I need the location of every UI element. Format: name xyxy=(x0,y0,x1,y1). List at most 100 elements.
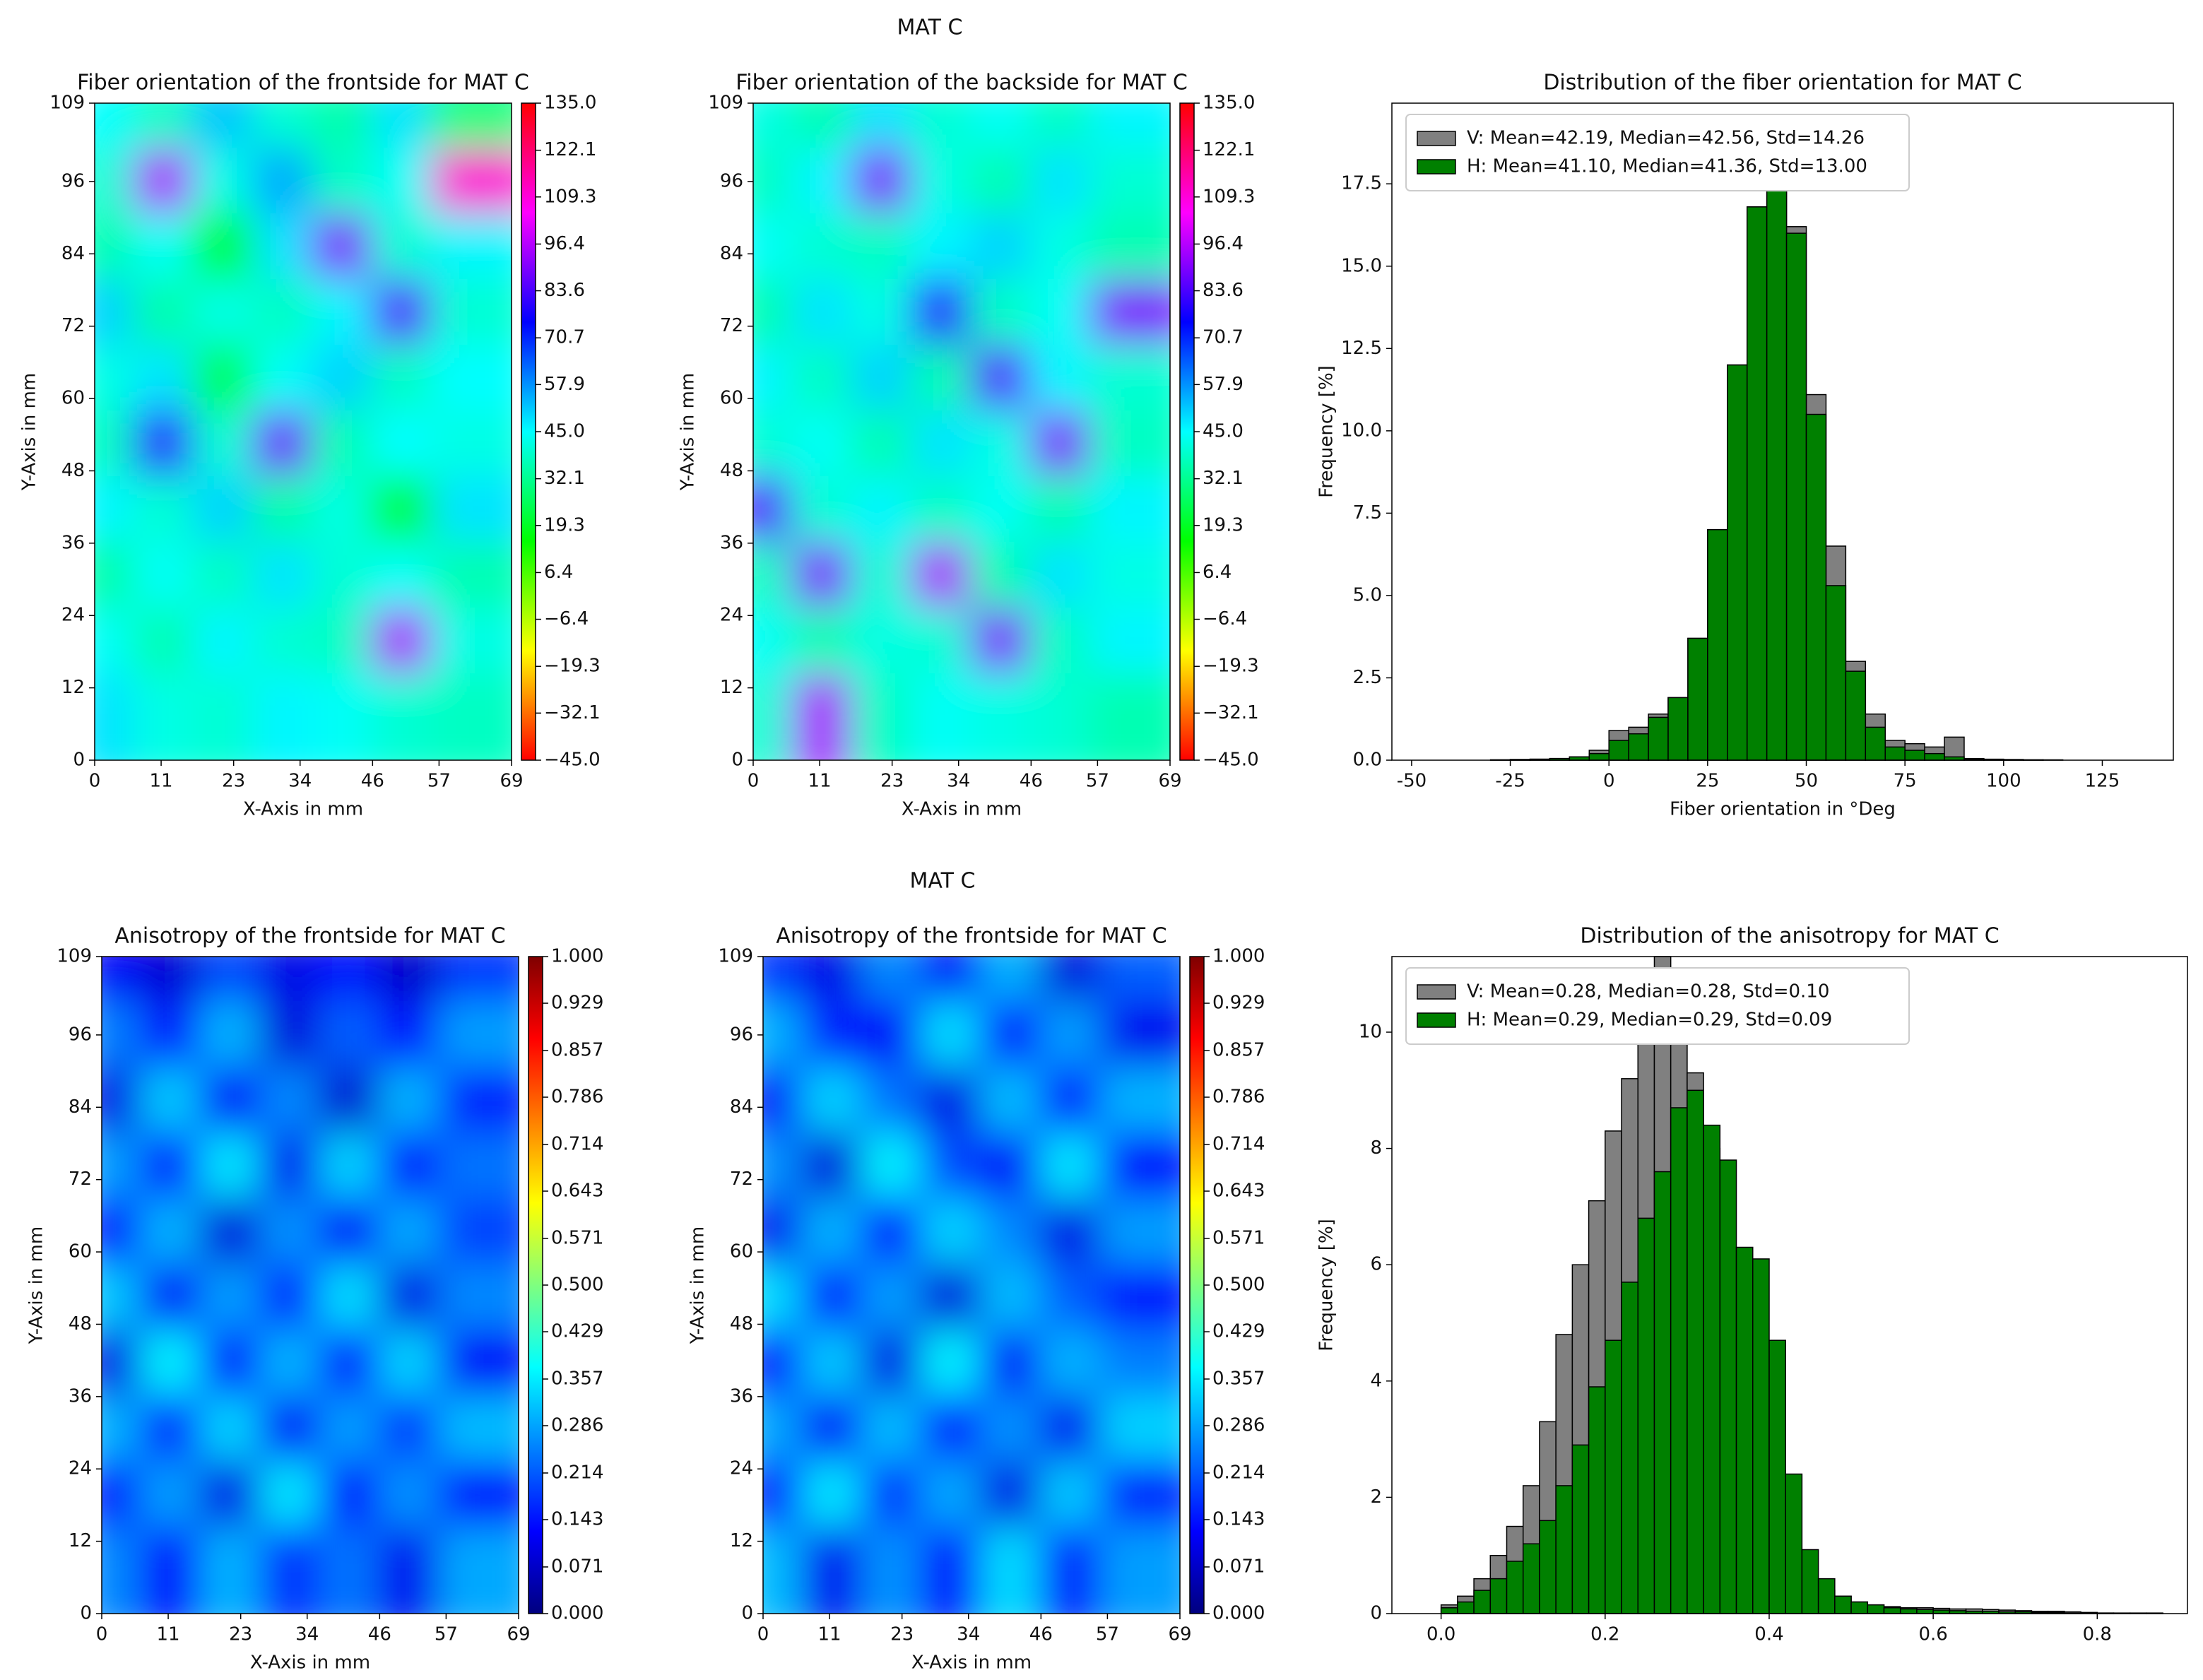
histogram-bar xyxy=(1687,1089,1704,1614)
y-tick-label: 84 xyxy=(730,1096,753,1118)
histogram-bar xyxy=(1571,1444,1590,1614)
colorbar-tick-label: 0.714 xyxy=(551,1133,603,1154)
plot-frame xyxy=(94,102,512,761)
histogram-bar xyxy=(1735,1246,1754,1614)
x-tick-label: 34 xyxy=(947,771,970,792)
x-tick-label: 0 xyxy=(89,771,101,792)
legend-swatch xyxy=(1417,984,1456,1000)
y-tick-label: 2 xyxy=(1370,1486,1382,1508)
colorbar-tick-label: 0.071 xyxy=(1212,1556,1265,1577)
x-tick-label: 46 xyxy=(368,1624,391,1645)
histogram-bar xyxy=(1506,1561,1524,1614)
colorbar xyxy=(1189,956,1205,1614)
x-tick-label: 23 xyxy=(222,771,245,792)
legend-label: H: Mean=0.29, Median=0.29, Std=0.09 xyxy=(1467,1010,1832,1031)
histogram-bar xyxy=(1707,528,1728,761)
x-tick-label: 0.8 xyxy=(2083,1624,2112,1645)
x-tick-label: 34 xyxy=(288,771,312,792)
colorbar-tick-label: 135.0 xyxy=(544,93,596,114)
y-tick-label: 24 xyxy=(730,1458,753,1479)
x-tick-label: 57 xyxy=(1096,1624,1119,1645)
colorbar-tick-label: 19.3 xyxy=(544,514,585,536)
chart-title: Fiber orientation of the backside for MA… xyxy=(736,71,1188,95)
heatmap-cell xyxy=(437,1527,519,1614)
y-tick-label: 84 xyxy=(61,243,85,264)
heatmap-cell xyxy=(430,673,512,760)
colorbar-tick-label: 0.000 xyxy=(1212,1603,1265,1624)
histogram-bar xyxy=(1489,1578,1508,1614)
colorbar-tick-label: 0.500 xyxy=(1212,1274,1265,1296)
legend-label: V: Mean=42.19, Median=42.56, Std=14.26 xyxy=(1467,128,1865,149)
y-tick-label: 84 xyxy=(69,1096,92,1118)
colorbar-tick-label: 109.3 xyxy=(544,186,596,207)
x-tick-label: 0 xyxy=(96,1624,108,1645)
colorbar-tick-label: 19.3 xyxy=(1203,514,1244,536)
x-tick-label: 75 xyxy=(1894,771,1917,792)
x-tick-label: 23 xyxy=(229,1624,252,1645)
colorbar-tick-label: 0.857 xyxy=(1212,1039,1265,1060)
legend-box xyxy=(1405,967,1910,1045)
chart-title: Anisotropy of the frontside for MAT C xyxy=(776,924,1167,949)
x-axis-label: X-Axis in mm xyxy=(250,1652,370,1674)
y-tick-label: 4 xyxy=(1370,1370,1382,1391)
legend-box xyxy=(1405,114,1910,191)
colorbar-tick-label: 0.429 xyxy=(551,1321,603,1342)
y-tick-label: 10 xyxy=(1359,1021,1382,1042)
plot-frame xyxy=(101,956,519,1614)
histogram-bar xyxy=(1522,1543,1540,1614)
colorbar-tick-label: 0.571 xyxy=(551,1227,603,1248)
heatmap-layer xyxy=(95,103,512,760)
x-tick-label: 11 xyxy=(150,771,173,792)
colorbar-tick-label: 122.1 xyxy=(1203,139,1255,160)
histogram-bar xyxy=(1865,726,1886,761)
row-title: MAT C xyxy=(910,869,976,894)
colorbar-tick-label: 57.9 xyxy=(544,374,585,395)
histogram-bar xyxy=(1539,1520,1557,1614)
colorbar-tick-label: 0.786 xyxy=(551,1087,603,1108)
colorbar-tick-label: 0.143 xyxy=(551,1509,603,1530)
colorbar-tick-label: 0.643 xyxy=(1212,1181,1265,1202)
y-tick-label: 60 xyxy=(61,388,85,409)
histogram-bar xyxy=(1785,1473,1803,1614)
plot-frame xyxy=(1391,956,2188,1614)
histogram-bar xyxy=(1653,1171,1672,1614)
histogram-bar xyxy=(1766,134,1788,761)
y-tick-label: 15.0 xyxy=(1341,255,1382,276)
y-tick-label: 17.5 xyxy=(1341,173,1382,194)
histogram-bar xyxy=(1752,1258,1770,1614)
histogram-bar xyxy=(1746,206,1768,761)
x-tick-label: 100 xyxy=(1986,771,2021,792)
y-tick-label: 36 xyxy=(61,532,85,553)
y-tick-label: 36 xyxy=(720,532,743,553)
colorbar-tick-label: 0.357 xyxy=(551,1368,603,1389)
chart-title: Anisotropy of the frontside for MAT C xyxy=(114,924,505,949)
y-tick-label: 6 xyxy=(1370,1254,1382,1275)
heatmap-cells xyxy=(763,957,1180,1614)
colorbar-tick-label: 0.214 xyxy=(551,1462,603,1483)
x-tick-label: 0 xyxy=(748,771,760,792)
y-tick-label: 48 xyxy=(69,1313,92,1335)
y-tick-label: 12 xyxy=(730,1530,753,1551)
x-tick-label: 69 xyxy=(500,771,523,792)
y-tick-label: 96 xyxy=(720,170,743,191)
histogram-bar xyxy=(1719,1159,1737,1614)
x-axis-label: X-Axis in mm xyxy=(243,799,363,820)
x-tick-label: 125 xyxy=(2085,771,2120,792)
x-tick-label: 34 xyxy=(957,1624,980,1645)
colorbar-tick-label: 109.3 xyxy=(1203,186,1255,207)
legend-swatch xyxy=(1417,159,1456,174)
colorbar-tick-label: 0.000 xyxy=(551,1603,603,1624)
y-tick-label: 24 xyxy=(69,1458,92,1479)
colorbar-tick-label: 0.571 xyxy=(1212,1227,1265,1248)
x-tick-label: 23 xyxy=(880,771,904,792)
colorbar-tick-label: −19.3 xyxy=(544,656,601,677)
y-axis-label: Y-Axis in mm xyxy=(26,1226,47,1344)
x-tick-label: 34 xyxy=(295,1624,319,1645)
y-tick-label: 48 xyxy=(730,1313,753,1335)
chart-title: Distribution of the anisotropy for MAT C xyxy=(1580,924,1999,949)
histogram-bar xyxy=(1440,1607,1458,1614)
x-tick-label: 0.2 xyxy=(1590,1624,1619,1645)
histogram-bar xyxy=(1628,733,1649,761)
y-tick-label: 60 xyxy=(730,1241,753,1262)
colorbar-tick-label: 45.0 xyxy=(544,421,585,442)
